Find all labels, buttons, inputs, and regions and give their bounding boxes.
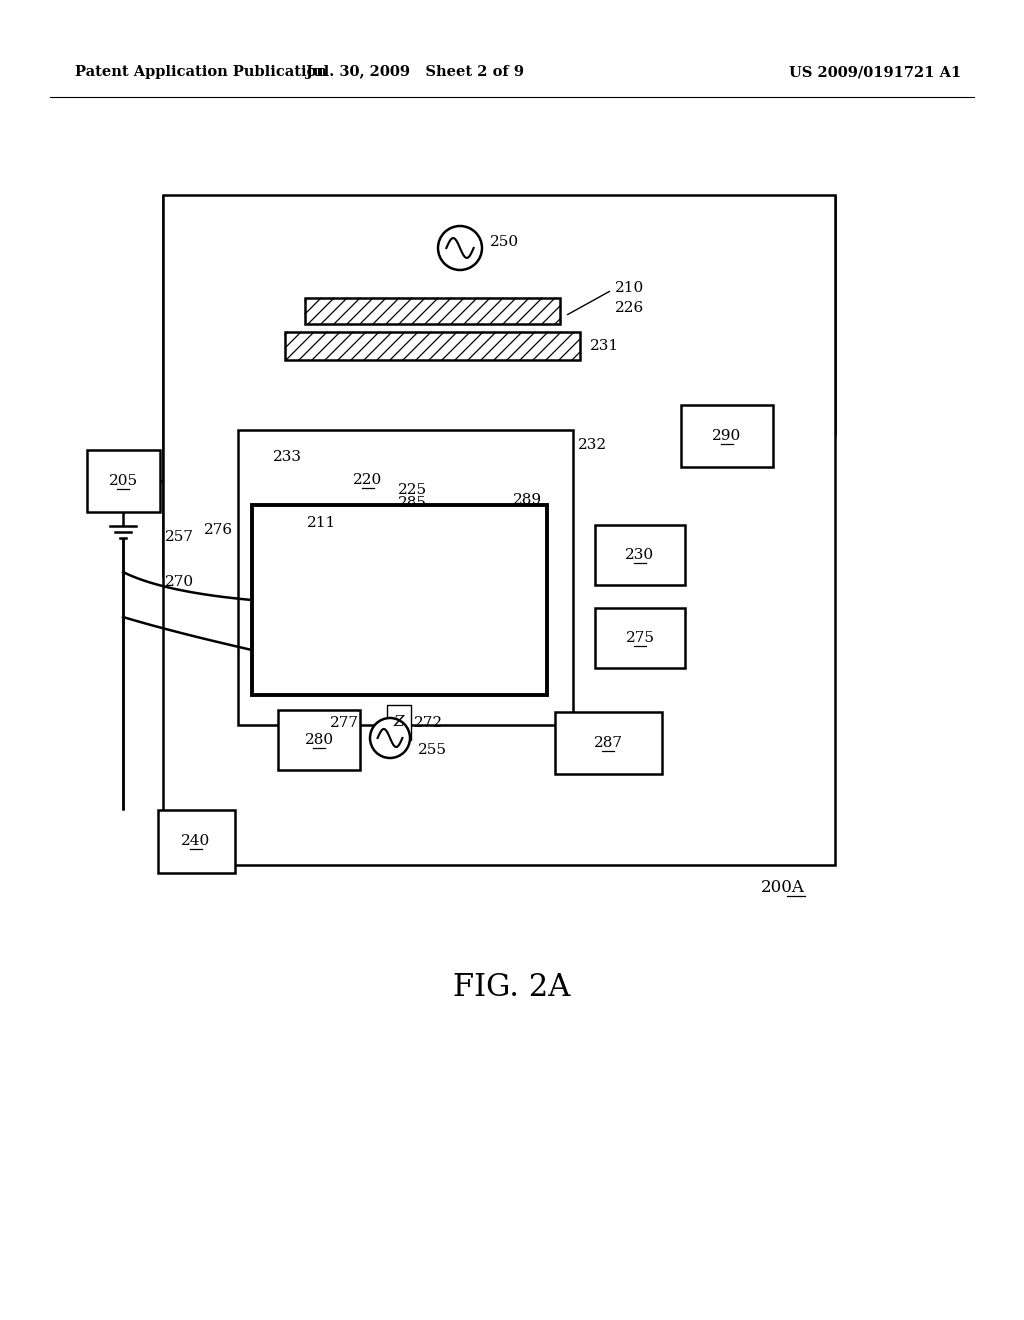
Text: Jul. 30, 2009   Sheet 2 of 9: Jul. 30, 2009 Sheet 2 of 9 [306, 65, 524, 79]
Text: 250: 250 [490, 235, 519, 249]
Bar [278, 710, 360, 770]
Circle shape [370, 718, 410, 758]
Text: 205: 205 [109, 474, 137, 488]
Text: 231: 231 [590, 339, 620, 352]
Text: 277: 277 [330, 715, 359, 730]
Text: 210: 210 [615, 281, 644, 294]
Text: Z: Z [393, 715, 404, 729]
Text: 240: 240 [181, 834, 211, 847]
Bar [163, 195, 835, 865]
Text: 255: 255 [418, 743, 447, 756]
Text: 272: 272 [414, 715, 443, 730]
Bar [555, 711, 662, 774]
Text: 289: 289 [513, 492, 542, 507]
Bar [158, 810, 234, 873]
Text: 226: 226 [615, 301, 644, 315]
Text: 280: 280 [304, 733, 334, 747]
Bar [305, 298, 560, 323]
Text: 230: 230 [626, 548, 654, 562]
Text: 233: 233 [273, 450, 302, 465]
Text: 220: 220 [353, 473, 383, 487]
Text: 232: 232 [578, 438, 607, 451]
Bar [285, 333, 580, 360]
Text: 270: 270 [165, 576, 195, 589]
Text: 257: 257 [165, 531, 194, 544]
Bar [595, 525, 685, 585]
Text: 225: 225 [398, 483, 427, 498]
Bar [595, 609, 685, 668]
Circle shape [438, 226, 482, 271]
Text: 276: 276 [204, 523, 233, 537]
Text: 290: 290 [713, 429, 741, 444]
Text: 285: 285 [398, 496, 427, 510]
Bar [87, 450, 160, 512]
Text: 275: 275 [626, 631, 654, 645]
Bar [252, 506, 547, 696]
Text: FIG. 2A: FIG. 2A [454, 973, 570, 1003]
Text: US 2009/0191721 A1: US 2009/0191721 A1 [788, 65, 962, 79]
Text: 287: 287 [594, 737, 623, 750]
Bar [681, 405, 773, 467]
Text: Patent Application Publication: Patent Application Publication [75, 65, 327, 79]
Bar [238, 430, 573, 725]
Text: 200A: 200A [761, 879, 805, 895]
Bar [387, 705, 411, 741]
Text: 211: 211 [307, 516, 336, 531]
